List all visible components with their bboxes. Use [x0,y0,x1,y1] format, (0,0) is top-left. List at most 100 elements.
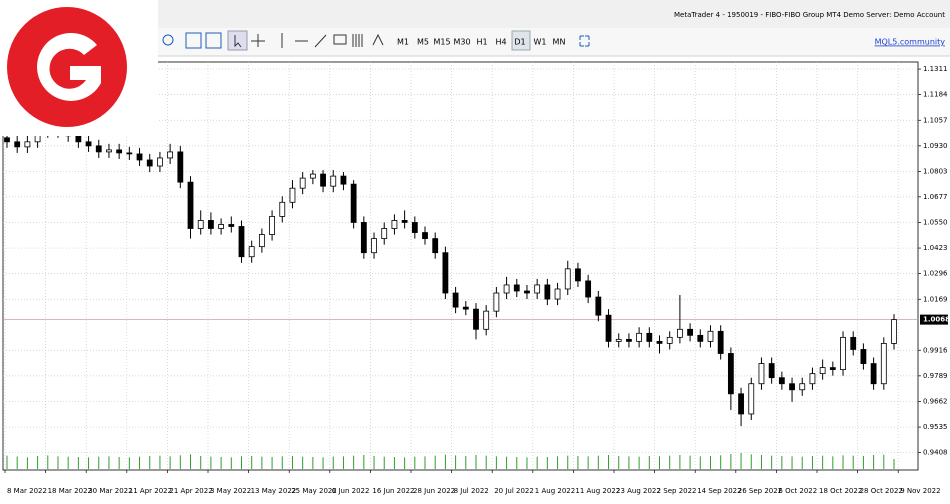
x-tick-label: 8 Jul 2022 [454,487,489,495]
candle-body [269,216,275,235]
candle-body [789,383,795,391]
x-tick-label: 21 Apr 2022 [169,487,212,495]
fullscreen-icon[interactable] [579,35,590,47]
timeframe-button[interactable]: M15 [433,38,450,47]
y-tick-label: 1.0677 [923,193,948,201]
cursor-arrow [234,35,242,48]
x-tick-label: 11 Apr 2022 [129,487,172,495]
candle-body [228,224,235,227]
candle-body [442,252,449,294]
candle-body [411,222,418,233]
timeframe-button[interactable]: W1 [534,38,547,47]
y-tick-label: 1.0169 [923,295,948,303]
candle-body [860,349,867,364]
candle-body [534,284,541,294]
x-tick-label: 20 Jul 2022 [494,487,534,495]
x-tick-label: 1 Aug 2022 [535,487,575,495]
candle-body [870,363,877,385]
candle-body [289,187,296,203]
candle-body [768,363,775,379]
timeframe-button[interactable]: MN [553,38,566,47]
active-timeframe-box [511,30,531,51]
window-title: MetaTrader 4 - 1950019 - FIBO-FIBO Group… [674,11,945,19]
candle-body [85,141,92,147]
x-tick-label: 28 Jun 2022 [413,487,455,495]
candle-body [707,330,714,342]
x-tick-label: 16 Jun 2022 [372,487,414,495]
timeframe-button[interactable]: H4 [495,38,506,47]
timeframe-button[interactable]: D1 [514,38,525,47]
candle-body [605,314,612,342]
candle-body [177,151,184,183]
candle-body [126,152,133,155]
timeframe-button[interactable]: M5 [417,38,429,47]
y-tick-label: 1.0550 [923,218,948,226]
candle-body [4,137,10,143]
candle-body [493,292,500,312]
candle-body [14,141,21,148]
channel-icon[interactable] [352,34,363,47]
candle-body [167,151,174,159]
candle-body [819,367,826,375]
candle-body [116,149,123,154]
candle-body [595,296,602,316]
candle-body [615,338,622,342]
x-tick-label: 9 Nov 2022 [900,487,940,495]
timeframe-button[interactable]: H1 [476,38,487,47]
zoom-icon[interactable] [162,34,174,46]
candle-body [687,328,693,336]
candle-body [799,383,806,391]
x-tick-label: 25 May 2022 [291,487,337,495]
scroll-icon[interactable] [185,32,202,49]
candle-body [75,135,82,143]
y-tick-label: 1.0296 [923,270,948,278]
candle-body [157,157,163,167]
timeframe-button[interactable]: M30 [453,38,470,47]
candle-body [197,220,204,229]
x-tick-label: 6 Oct 2022 [778,487,817,495]
candle-body [279,201,286,217]
candle-body [391,220,398,229]
candle-body [208,220,214,229]
x-tick-label: 18 Oct 2022 [819,487,862,495]
candle-body [401,220,408,223]
y-tick-label: 0.9789 [923,372,948,380]
candle-body [697,334,704,342]
logo-mark [37,32,101,101]
toolbar [0,28,950,56]
fibo-icon[interactable] [372,33,384,46]
shift-icon[interactable] [205,32,222,49]
candle-body [829,367,836,371]
candle-body [891,319,897,344]
candle-body [462,306,469,310]
candle-body [575,268,581,282]
cursor-icon[interactable] [227,30,248,51]
y-tick-label: 0.9535 [923,423,948,431]
candle-body [513,284,520,292]
timeframe-buttons: M1 M5 M15 M30 H1 H4 D1 W1 MN [397,38,565,47]
mql5-link[interactable]: MQL5.community [875,38,946,47]
candle-body [299,177,306,189]
text-icon[interactable] [333,34,347,45]
trendline-icon[interactable] [314,34,327,48]
candle-body [554,288,561,300]
x-tick-label: 8 Mar 2022 [7,487,47,495]
candle-body [371,238,377,254]
timeframe-button[interactable]: M1 [397,38,409,47]
y-tick-label: 0.9408 [923,449,948,457]
candle-body [381,228,388,239]
candle-body [748,383,755,415]
candle-body [738,393,744,415]
candle-body [758,363,765,385]
logo [7,7,127,127]
x-tick-label: 3 May 2022 [210,487,251,495]
current-price-box [920,314,948,325]
candle-body [585,280,592,298]
candle-body [656,340,663,344]
x-tick-label: 18 Mar 2022 [48,487,92,495]
crosshair-icon[interactable] [251,34,265,47]
x-tick-label: 6 Jun 2022 [332,487,370,495]
x-tick-label: 23 Aug 2022 [616,487,661,495]
x-tick-label: 2 Sep 2022 [657,487,697,495]
